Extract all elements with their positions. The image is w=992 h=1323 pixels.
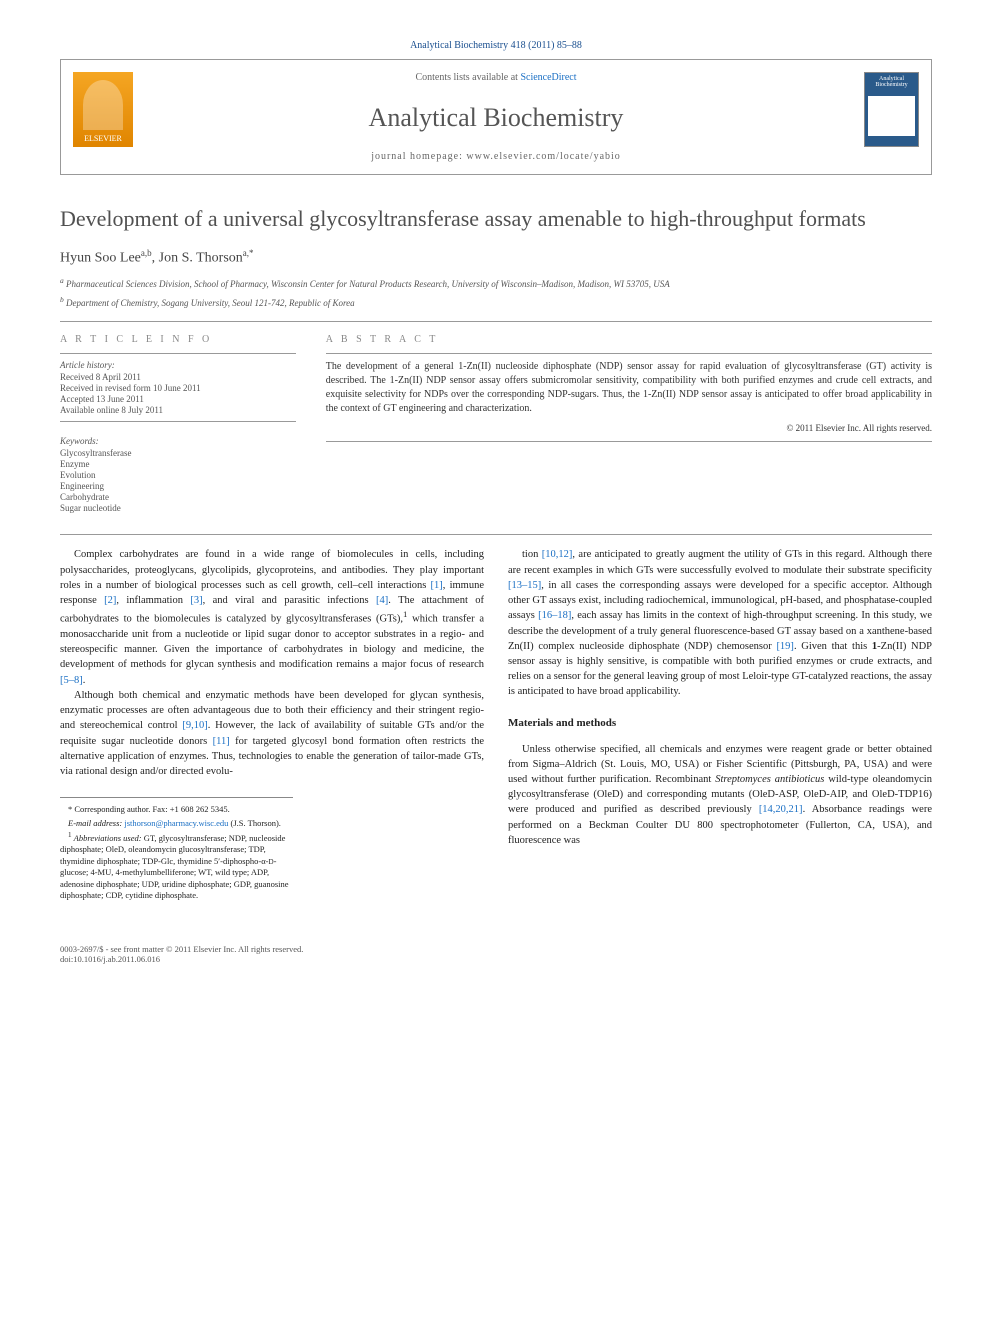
footnotes: * Corresponding author. Fax: +1 608 262 … xyxy=(60,797,293,902)
contents-available: Contents lists available at ScienceDirec… xyxy=(73,72,919,83)
history-accepted: Accepted 13 June 2011 xyxy=(60,394,296,404)
page-footer: 0003-2697/$ - see front matter © 2011 El… xyxy=(60,944,932,964)
contents-prefix: Contents lists available at xyxy=(415,72,520,83)
abstract-divider-2 xyxy=(326,441,932,442)
footer-left: 0003-2697/$ - see front matter © 2011 El… xyxy=(60,944,303,964)
abstract-text: The development of a general 1-Zn(II) nu… xyxy=(326,360,932,416)
author-2: Jon S. Thorson xyxy=(159,250,243,265)
ref-14-20-21[interactable]: [14,20,21] xyxy=(759,804,803,815)
info-divider-1 xyxy=(60,353,296,354)
ref-4[interactable]: [4] xyxy=(376,595,388,606)
footer-doi: doi:10.1016/j.ab.2011.06.016 xyxy=(60,954,303,964)
column-left: Complex carbohydrates are found in a wid… xyxy=(60,547,484,903)
body-para-1: Complex carbohydrates are found in a wid… xyxy=(60,547,484,687)
affil-b-text: Department of Chemistry, Sogang Universi… xyxy=(66,298,355,308)
keyword-6: Sugar nucleotide xyxy=(60,503,296,513)
cover-title: Analytical Biochemistry xyxy=(875,76,907,88)
abstract-block: A B S T R A C T The development of a gen… xyxy=(326,334,932,514)
email-link[interactable]: jsthorson@pharmacy.wisc.edu xyxy=(124,818,228,828)
history-revised: Received in revised form 10 June 2011 xyxy=(60,383,296,393)
journal-name: Analytical Biochemistry xyxy=(73,103,919,133)
ref-10-12[interactable]: [10,12] xyxy=(542,549,573,560)
journal-homepage: journal homepage: www.elsevier.com/locat… xyxy=(73,151,919,162)
body-para-3: tion [10,12], are anticipated to greatly… xyxy=(508,547,932,699)
divider-2 xyxy=(60,534,932,535)
journal-header-box: Contents lists available at ScienceDirec… xyxy=(60,59,932,175)
keyword-2: Enzyme xyxy=(60,459,296,469)
ref-13-15[interactable]: [13–15] xyxy=(508,580,541,591)
body-para-2: Although both chemical and enzymatic met… xyxy=(60,688,484,779)
affiliation-a: a Pharmaceutical Sciences Division, Scho… xyxy=(60,276,932,291)
elsevier-tree-icon xyxy=(83,80,123,130)
body-columns: Complex carbohydrates are found in a wid… xyxy=(60,547,932,903)
abbreviations: 1 Abbreviations used: GT, glycosyltransf… xyxy=(60,831,293,902)
ref-1[interactable]: [1] xyxy=(431,580,443,591)
body-para-4: Unless otherwise specified, all chemical… xyxy=(508,742,932,849)
email-who: (J.S. Thorson). xyxy=(231,818,281,828)
author-1-affil: a,b xyxy=(141,248,152,258)
ref-2[interactable]: [2] xyxy=(104,595,116,606)
elsevier-logo: ELSEVIER xyxy=(73,72,133,147)
abstract-heading: A B S T R A C T xyxy=(326,334,932,345)
corresponding-author: * Corresponding author. Fax: +1 608 262 … xyxy=(60,804,293,815)
divider xyxy=(60,321,932,322)
article-info-heading: A R T I C L E I N F O xyxy=(60,334,296,345)
keywords-label: Keywords: xyxy=(60,436,296,446)
sciencedirect-link[interactable]: ScienceDirect xyxy=(520,72,576,83)
ref-19[interactable]: [19] xyxy=(776,641,794,652)
article-info-block: A R T I C L E I N F O Article history: R… xyxy=(60,334,296,514)
email-label: E-mail address: xyxy=(68,818,122,828)
article-title: Development of a universal glycosyltrans… xyxy=(60,205,932,234)
cover-image-placeholder xyxy=(868,96,915,136)
ref-16-18[interactable]: [16–18] xyxy=(538,610,571,621)
author-1: Hyun Soo Lee xyxy=(60,250,141,265)
keyword-4: Engineering xyxy=(60,481,296,491)
journal-citation: Analytical Biochemistry 418 (2011) 85–88 xyxy=(60,40,932,51)
affil-a-text: Pharmaceutical Sciences Division, School… xyxy=(66,279,670,289)
history-online: Available online 8 July 2011 xyxy=(60,405,296,415)
ref-3[interactable]: [3] xyxy=(190,595,202,606)
ref-5-8[interactable]: [5–8] xyxy=(60,675,83,686)
authors-line: Hyun Soo Leea,b, Jon S. Thorsona,* xyxy=(60,248,932,267)
footer-copyright: 0003-2697/$ - see front matter © 2011 El… xyxy=(60,944,303,954)
keyword-3: Evolution xyxy=(60,470,296,480)
column-right: tion [10,12], are anticipated to greatly… xyxy=(508,547,932,903)
journal-cover-thumbnail: Analytical Biochemistry xyxy=(864,72,919,147)
author-2-affil: a,* xyxy=(243,248,254,258)
ref-11[interactable]: [11] xyxy=(213,736,230,747)
keyword-1: Glycosyltransferase xyxy=(60,448,296,458)
info-abstract-row: A R T I C L E I N F O Article history: R… xyxy=(60,334,932,514)
info-divider-2 xyxy=(60,421,296,422)
page-container: Analytical Biochemistry 418 (2011) 85–88… xyxy=(0,0,992,1004)
ref-9-10[interactable]: [9,10] xyxy=(182,720,207,731)
email-line: E-mail address: jsthorson@pharmacy.wisc.… xyxy=(60,818,293,829)
history-received: Received 8 April 2011 xyxy=(60,372,296,382)
history-label: Article history: xyxy=(60,360,296,370)
abstract-divider-1 xyxy=(326,353,932,354)
publisher-name: ELSEVIER xyxy=(84,134,122,143)
materials-heading: Materials and methods xyxy=(508,716,932,732)
affiliation-b: b Department of Chemistry, Sogang Univer… xyxy=(60,295,932,310)
keyword-5: Carbohydrate xyxy=(60,492,296,502)
abstract-copyright: © 2011 Elsevier Inc. All rights reserved… xyxy=(326,422,932,435)
